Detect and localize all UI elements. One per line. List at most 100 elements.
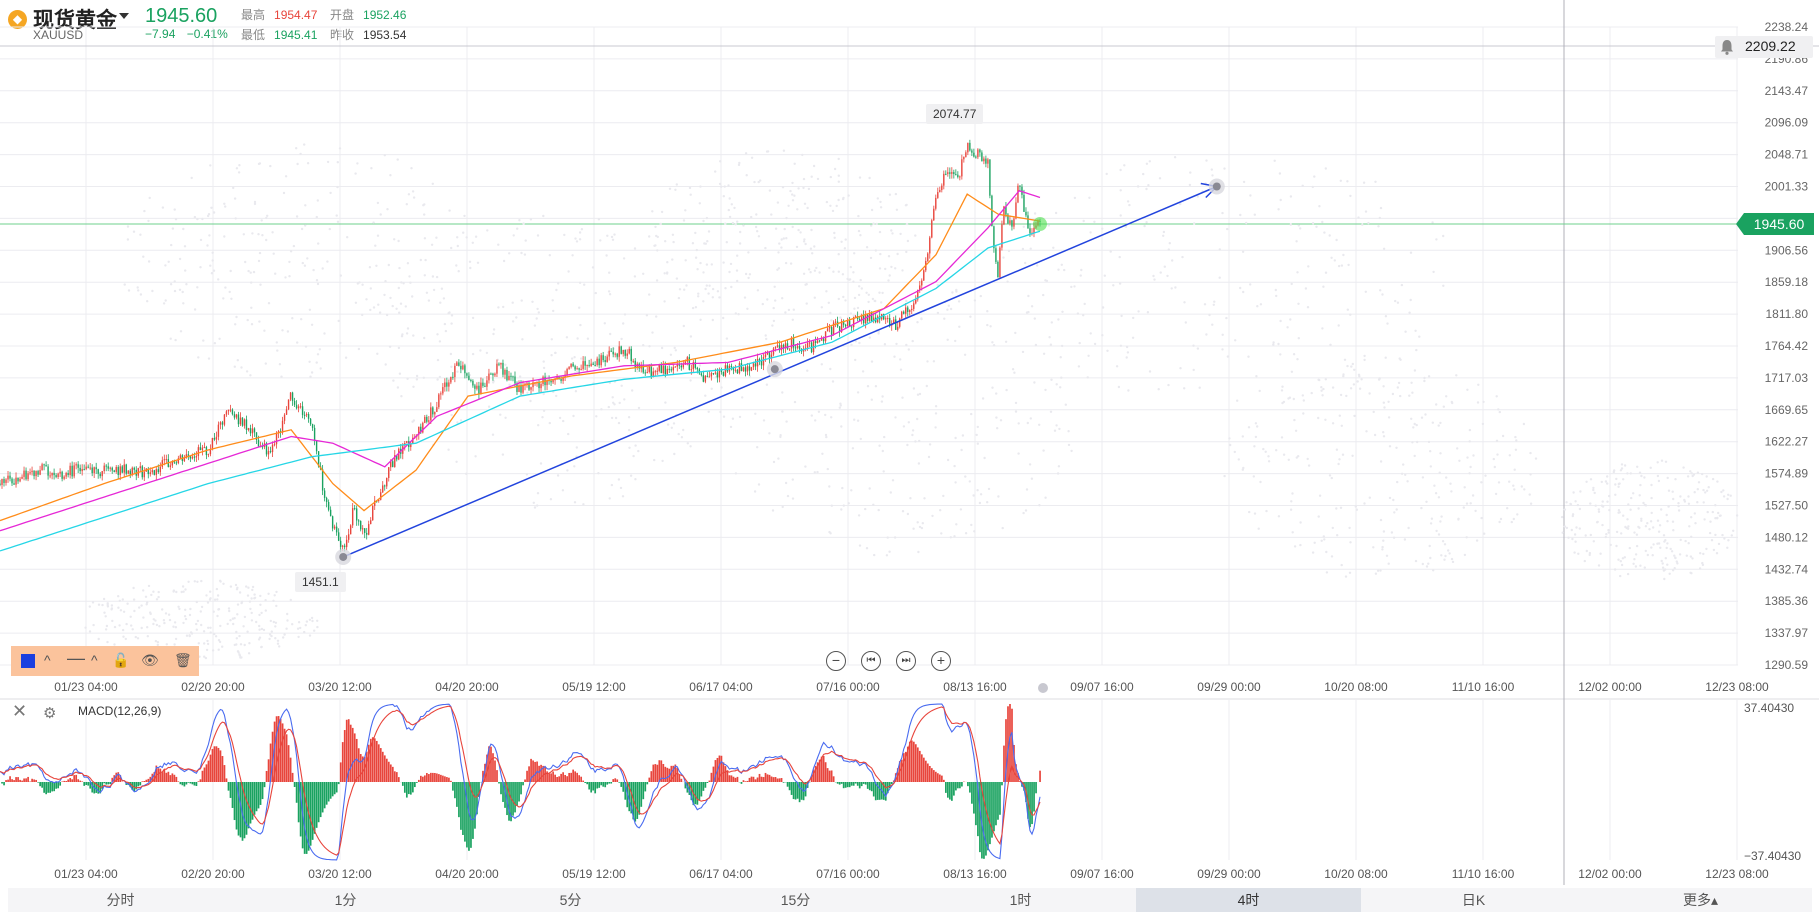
skip-end-button[interactable]: ⏭ bbox=[896, 651, 916, 671]
map-dot bbox=[455, 460, 458, 463]
macd-histogram-bar bbox=[586, 782, 589, 785]
macd-histogram-bar bbox=[53, 782, 56, 792]
map-dot bbox=[1689, 555, 1693, 558]
eye-icon[interactable]: 👁 bbox=[141, 652, 159, 668]
moving-average-cyan bbox=[0, 230, 1041, 552]
map-dot bbox=[857, 514, 861, 517]
tab-1hour[interactable]: 1时 bbox=[1009, 892, 1032, 908]
unlock-icon[interactable]: 🔓 bbox=[112, 652, 130, 668]
candle-body bbox=[231, 409, 234, 415]
map-dot bbox=[718, 296, 721, 299]
macd-histogram-bar bbox=[95, 782, 98, 793]
map-dot bbox=[1324, 378, 1328, 381]
tab-more[interactable]: 更多▴ bbox=[1682, 892, 1719, 908]
macd-histogram-bar bbox=[189, 782, 192, 784]
map-dot bbox=[1640, 474, 1643, 478]
macd-histogram-bar bbox=[910, 740, 913, 782]
map-dot bbox=[1573, 551, 1576, 554]
candle-body bbox=[1033, 227, 1035, 233]
map-dot bbox=[1710, 539, 1714, 542]
candle-body bbox=[768, 352, 771, 359]
macd-histogram-bar bbox=[490, 746, 492, 782]
map-dot bbox=[873, 553, 876, 557]
price-chart[interactable]: 2238.242190.862143.472096.092048.712001.… bbox=[0, 0, 1819, 885]
map-dot bbox=[611, 238, 615, 241]
map-dot bbox=[244, 260, 247, 264]
price-alert[interactable] bbox=[1715, 36, 1813, 58]
map-dot bbox=[190, 632, 194, 635]
x-tick-label: 05/19 12:00 bbox=[562, 680, 626, 694]
candle-body bbox=[57, 473, 59, 477]
zoom-out-button[interactable]: − bbox=[826, 651, 846, 671]
skip-start-button[interactable]: ⏮ bbox=[861, 651, 881, 671]
chevron-up-icon[interactable]: ^ bbox=[44, 652, 51, 668]
map-dot bbox=[386, 208, 389, 211]
color-swatch[interactable] bbox=[21, 654, 35, 668]
map-dot bbox=[462, 231, 465, 234]
map-dot bbox=[1704, 491, 1707, 494]
macd-histogram-bar bbox=[345, 719, 348, 782]
trash-icon[interactable]: 🗑 bbox=[174, 652, 192, 668]
map-dot bbox=[229, 269, 232, 273]
map-dot bbox=[268, 637, 271, 641]
map-dot bbox=[964, 475, 967, 478]
map-dot bbox=[555, 288, 558, 292]
map-dot bbox=[777, 251, 780, 254]
map-dot bbox=[1437, 533, 1441, 536]
macd-histogram-bar bbox=[941, 775, 943, 782]
candle-body bbox=[516, 383, 518, 392]
map-dot bbox=[780, 238, 783, 241]
map-dot bbox=[705, 216, 709, 220]
map-dot bbox=[872, 222, 875, 225]
candle-body bbox=[696, 367, 699, 370]
map-dot bbox=[1643, 476, 1646, 479]
tab-15min[interactable]: 15分 bbox=[780, 892, 811, 908]
map-dot bbox=[1228, 437, 1231, 440]
map-dot bbox=[1463, 553, 1467, 557]
tab-timeshare[interactable]: 分时 bbox=[106, 892, 135, 908]
map-dot bbox=[1382, 385, 1385, 388]
candle-body bbox=[644, 372, 646, 374]
line-style-icon[interactable]: — bbox=[67, 648, 85, 668]
map-dot bbox=[1513, 468, 1516, 471]
macd-histogram-bar bbox=[448, 777, 450, 782]
close-icon[interactable]: ✕ bbox=[12, 701, 28, 721]
map-dot bbox=[1006, 280, 1009, 283]
settings-icon[interactable]: ⚙ bbox=[43, 705, 57, 722]
map-dot bbox=[583, 283, 586, 286]
map-dot bbox=[423, 213, 426, 216]
map-dot bbox=[1321, 327, 1324, 330]
candle-body bbox=[147, 468, 149, 475]
tab-1min[interactable]: 1分 bbox=[334, 892, 357, 908]
map-dot bbox=[759, 179, 762, 182]
map-dot bbox=[150, 593, 153, 597]
x-tick-label: 09/29 00:00 bbox=[1197, 680, 1261, 694]
macd-histogram-bar bbox=[79, 780, 82, 782]
chevron-up-icon-2[interactable]: ^ bbox=[91, 652, 98, 668]
map-dot bbox=[906, 512, 910, 516]
map-dot bbox=[255, 620, 258, 624]
chevron-down-icon[interactable] bbox=[119, 13, 129, 19]
map-dot bbox=[1249, 283, 1252, 286]
macd-histogram-bar bbox=[9, 776, 11, 782]
macd-histogram-bar bbox=[215, 746, 218, 782]
tab-4hour[interactable]: 4时 bbox=[1136, 888, 1361, 912]
map-dot bbox=[848, 278, 851, 281]
map-dot bbox=[888, 274, 891, 277]
map-dot bbox=[682, 324, 685, 328]
map-dot bbox=[627, 416, 631, 419]
map-dot bbox=[673, 452, 676, 456]
map-dot bbox=[774, 227, 778, 230]
candle-body bbox=[987, 159, 989, 164]
tab-daily[interactable]: 日K bbox=[1461, 892, 1486, 908]
macd-histogram-bar bbox=[520, 782, 522, 795]
map-dot bbox=[370, 167, 373, 170]
map-dot bbox=[423, 237, 427, 240]
map-dot bbox=[934, 405, 938, 408]
tab-5min[interactable]: 5分 bbox=[559, 892, 582, 908]
macd-histogram-bar bbox=[468, 782, 470, 851]
map-dot bbox=[1382, 247, 1386, 250]
zoom-in-button[interactable]: + bbox=[931, 651, 951, 671]
bell-icon[interactable] bbox=[1718, 38, 1736, 56]
instrument-name[interactable]: 现货黄金 bbox=[33, 9, 117, 32]
